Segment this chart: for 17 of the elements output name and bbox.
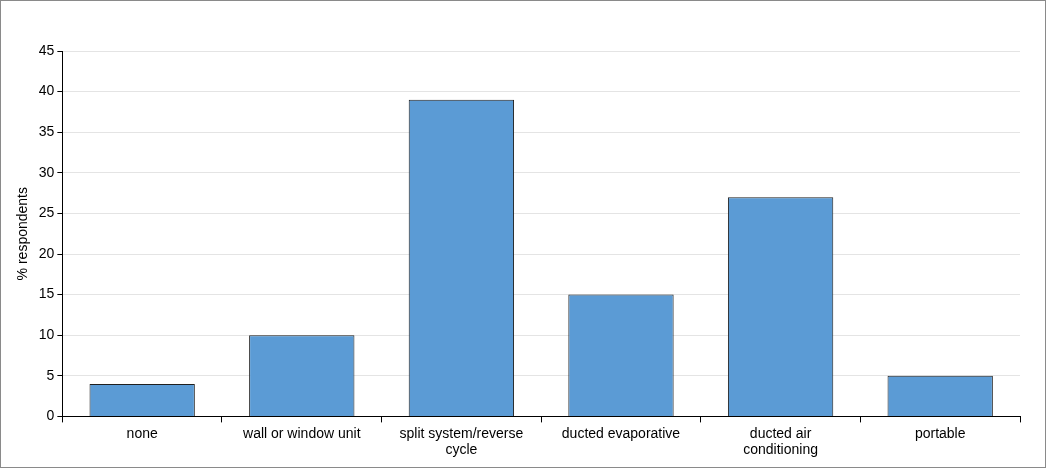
y-tick-label: 35 xyxy=(38,123,55,140)
y-tick-label: 5 xyxy=(46,366,55,383)
y-tick-label: 10 xyxy=(38,326,55,343)
y-tick-label: 15 xyxy=(38,285,55,302)
x-tick-label: ducted evaporative xyxy=(561,424,681,441)
x-tick-label: split system/reverse cycle xyxy=(399,424,524,458)
x-tick-label: wall or window unit xyxy=(242,424,361,441)
x-tick-label: ducted air conditioning xyxy=(743,424,818,458)
y-tick-label: 30 xyxy=(38,163,55,180)
y-axis-title: % respondents xyxy=(14,187,31,281)
x-tick-label: none xyxy=(126,424,158,441)
x-tick-label: portable xyxy=(914,424,966,441)
y-tick-label: 40 xyxy=(38,82,55,99)
y-tick-label: 20 xyxy=(38,244,55,261)
y-tick-label: 0 xyxy=(46,407,55,424)
y-tick-label: 45 xyxy=(38,41,55,58)
y-tick-label: 25 xyxy=(38,204,55,221)
